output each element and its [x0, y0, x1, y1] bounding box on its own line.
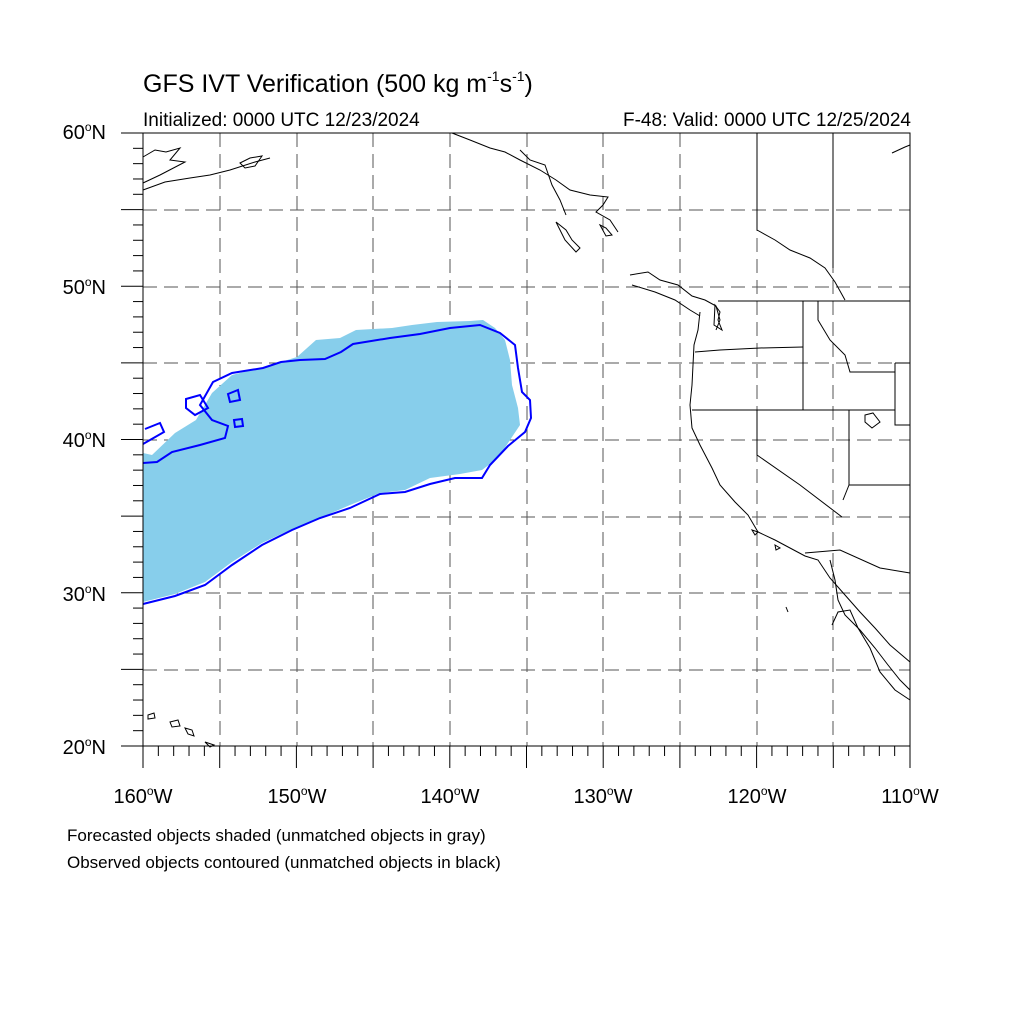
forecast-ivt-object — [143, 320, 520, 602]
observed-ivt-contour — [142, 323, 533, 605]
lon-label-150: 150oW — [267, 784, 327, 808]
valid-time: F-48: Valid: 0000 UTC 12/25/2024 — [623, 110, 911, 131]
lon-label-110: 110oW — [881, 784, 939, 808]
grid-lines — [143, 133, 910, 746]
lon-label-160: 160oW — [113, 784, 173, 808]
lat-label-60: 60oN — [62, 120, 106, 144]
lon-label-130: 130oW — [573, 784, 633, 808]
axis-ticks — [121, 132, 911, 768]
lat-label-50: 50oN — [62, 275, 106, 299]
legend-forecast-note: Forecasted objects shaded (unmatched obj… — [67, 826, 486, 845]
initialized-time: Initialized: 0000 UTC 12/23/2024 — [143, 110, 420, 131]
lon-label-120: 120oW — [727, 784, 787, 808]
lat-label-30: 30oN — [62, 582, 106, 606]
state-borders — [692, 133, 911, 574]
lat-label-20: 20oN — [62, 735, 106, 759]
map-title: GFS IVT Verification (500 kg m-1s-1) — [143, 68, 533, 98]
coastlines — [142, 132, 911, 748]
lon-label-140: 140oW — [420, 784, 480, 808]
lat-label-40: 40oN — [62, 428, 106, 452]
legend-observed-note: Observed objects contoured (unmatched ob… — [67, 853, 501, 872]
